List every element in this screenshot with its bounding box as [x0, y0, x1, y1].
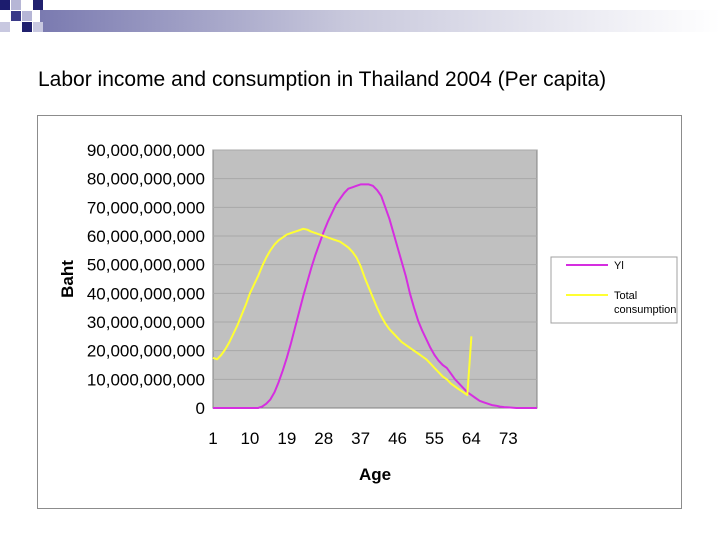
x-tick-label: 73 — [499, 429, 518, 448]
plot-area — [212, 149, 538, 409]
x-tick-label: 10 — [240, 429, 259, 448]
series-line-total-consumption — [212, 227, 473, 397]
decorative-top-bar — [0, 0, 720, 32]
legend-box — [550, 256, 678, 324]
legend-label-yl: Yl — [614, 260, 624, 272]
y-tick-label: 70,000,000,000 — [87, 198, 205, 217]
x-tick-label: 64 — [462, 429, 481, 448]
y-tick-label: 80,000,000,000 — [87, 170, 205, 189]
x-tick-label: 19 — [277, 429, 296, 448]
y-tick-label: 60,000,000,000 — [87, 227, 205, 246]
x-tick-label: 55 — [425, 429, 444, 448]
y-tick-label: 50,000,000,000 — [87, 256, 205, 275]
y-axis-title: Baht — [58, 260, 77, 298]
x-tick-label: 28 — [314, 429, 333, 448]
chart-frame: 0 10,000,000,000 20,000,000,000 30,000,000,… — [37, 115, 682, 509]
y-tick-label: 20,000,000,000 — [87, 342, 205, 361]
x-axis-title: Age — [359, 465, 391, 484]
series-line-yl — [213, 183, 537, 409]
legend-label-total-consumption: Total consumption — [614, 290, 676, 316]
y-tick-label: 40,000,000,000 — [87, 284, 205, 303]
x-tick-label: 46 — [388, 429, 407, 448]
y-tick-label: 90,000,000,000 — [87, 141, 205, 160]
slide-title: Labor income and consumption in Thailand… — [38, 68, 607, 91]
y-tick-label: 0 — [196, 399, 205, 418]
x-tick-label: 37 — [351, 429, 370, 448]
x-tick-label: 1 — [208, 429, 217, 448]
legend: Yl Total consumption — [550, 256, 678, 324]
y-tick-label: 10,000,000,000 — [87, 370, 205, 389]
line-chart: 0 10,000,000,000 20,000,000,000 30,000,000,… — [58, 141, 678, 484]
y-tick-label: 30,000,000,000 — [87, 313, 205, 332]
